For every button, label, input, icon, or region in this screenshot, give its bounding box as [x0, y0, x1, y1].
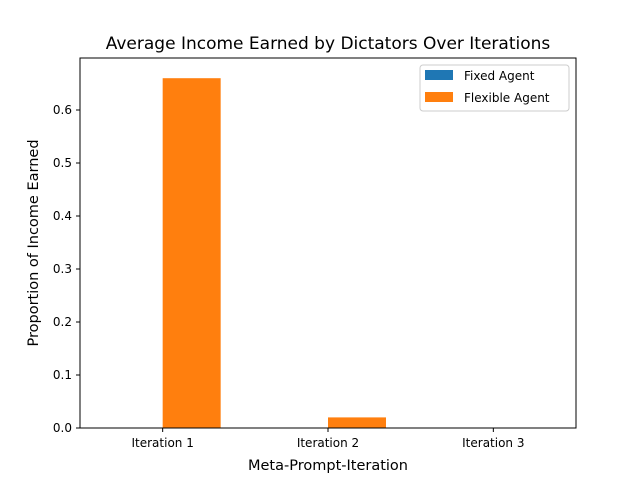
y-tick-label: 0.2 [53, 315, 72, 329]
legend: Fixed Agent Flexible Agent [419, 64, 570, 112]
legend-label-fixed-agent: Fixed Agent [464, 69, 535, 83]
y-tick-label: 0.6 [53, 103, 72, 117]
x-tick-label: Iteration 2 [297, 436, 359, 450]
legend-swatch-flexible-agent [425, 92, 453, 102]
bar-flexible-agent-iteration-2 [328, 417, 386, 428]
bar-flexible-agent-iteration-1 [162, 78, 221, 428]
y-tick-label: 0.0 [53, 421, 72, 435]
legend-label-flexible-agent: Flexible Agent [464, 91, 550, 105]
y-tick-label: 0.3 [53, 262, 72, 276]
legend-box [419, 64, 570, 112]
y-tick-label: 0.5 [53, 156, 72, 170]
y-tick-label: 0.1 [53, 368, 72, 382]
x-tick-label: Iteration 1 [131, 436, 193, 450]
x-axis-title: Meta-Prompt-Iteration [248, 458, 408, 474]
y-axis-ticks: 0.0 0.1 0.2 0.3 0.4 0.5 0.6 [53, 103, 80, 435]
x-tick-label: Iteration 3 [462, 436, 524, 450]
y-tick-label: 0.4 [53, 209, 72, 223]
bars-layer [162, 78, 386, 428]
legend-swatch-fixed-agent [425, 70, 453, 80]
chart-title: Average Income Earned by Dictators Over … [106, 34, 551, 54]
x-axis-ticks: Iteration 1 Iteration 2 Iteration 3 [131, 428, 525, 450]
y-axis-title: Proportion of Income Earned [26, 139, 42, 346]
